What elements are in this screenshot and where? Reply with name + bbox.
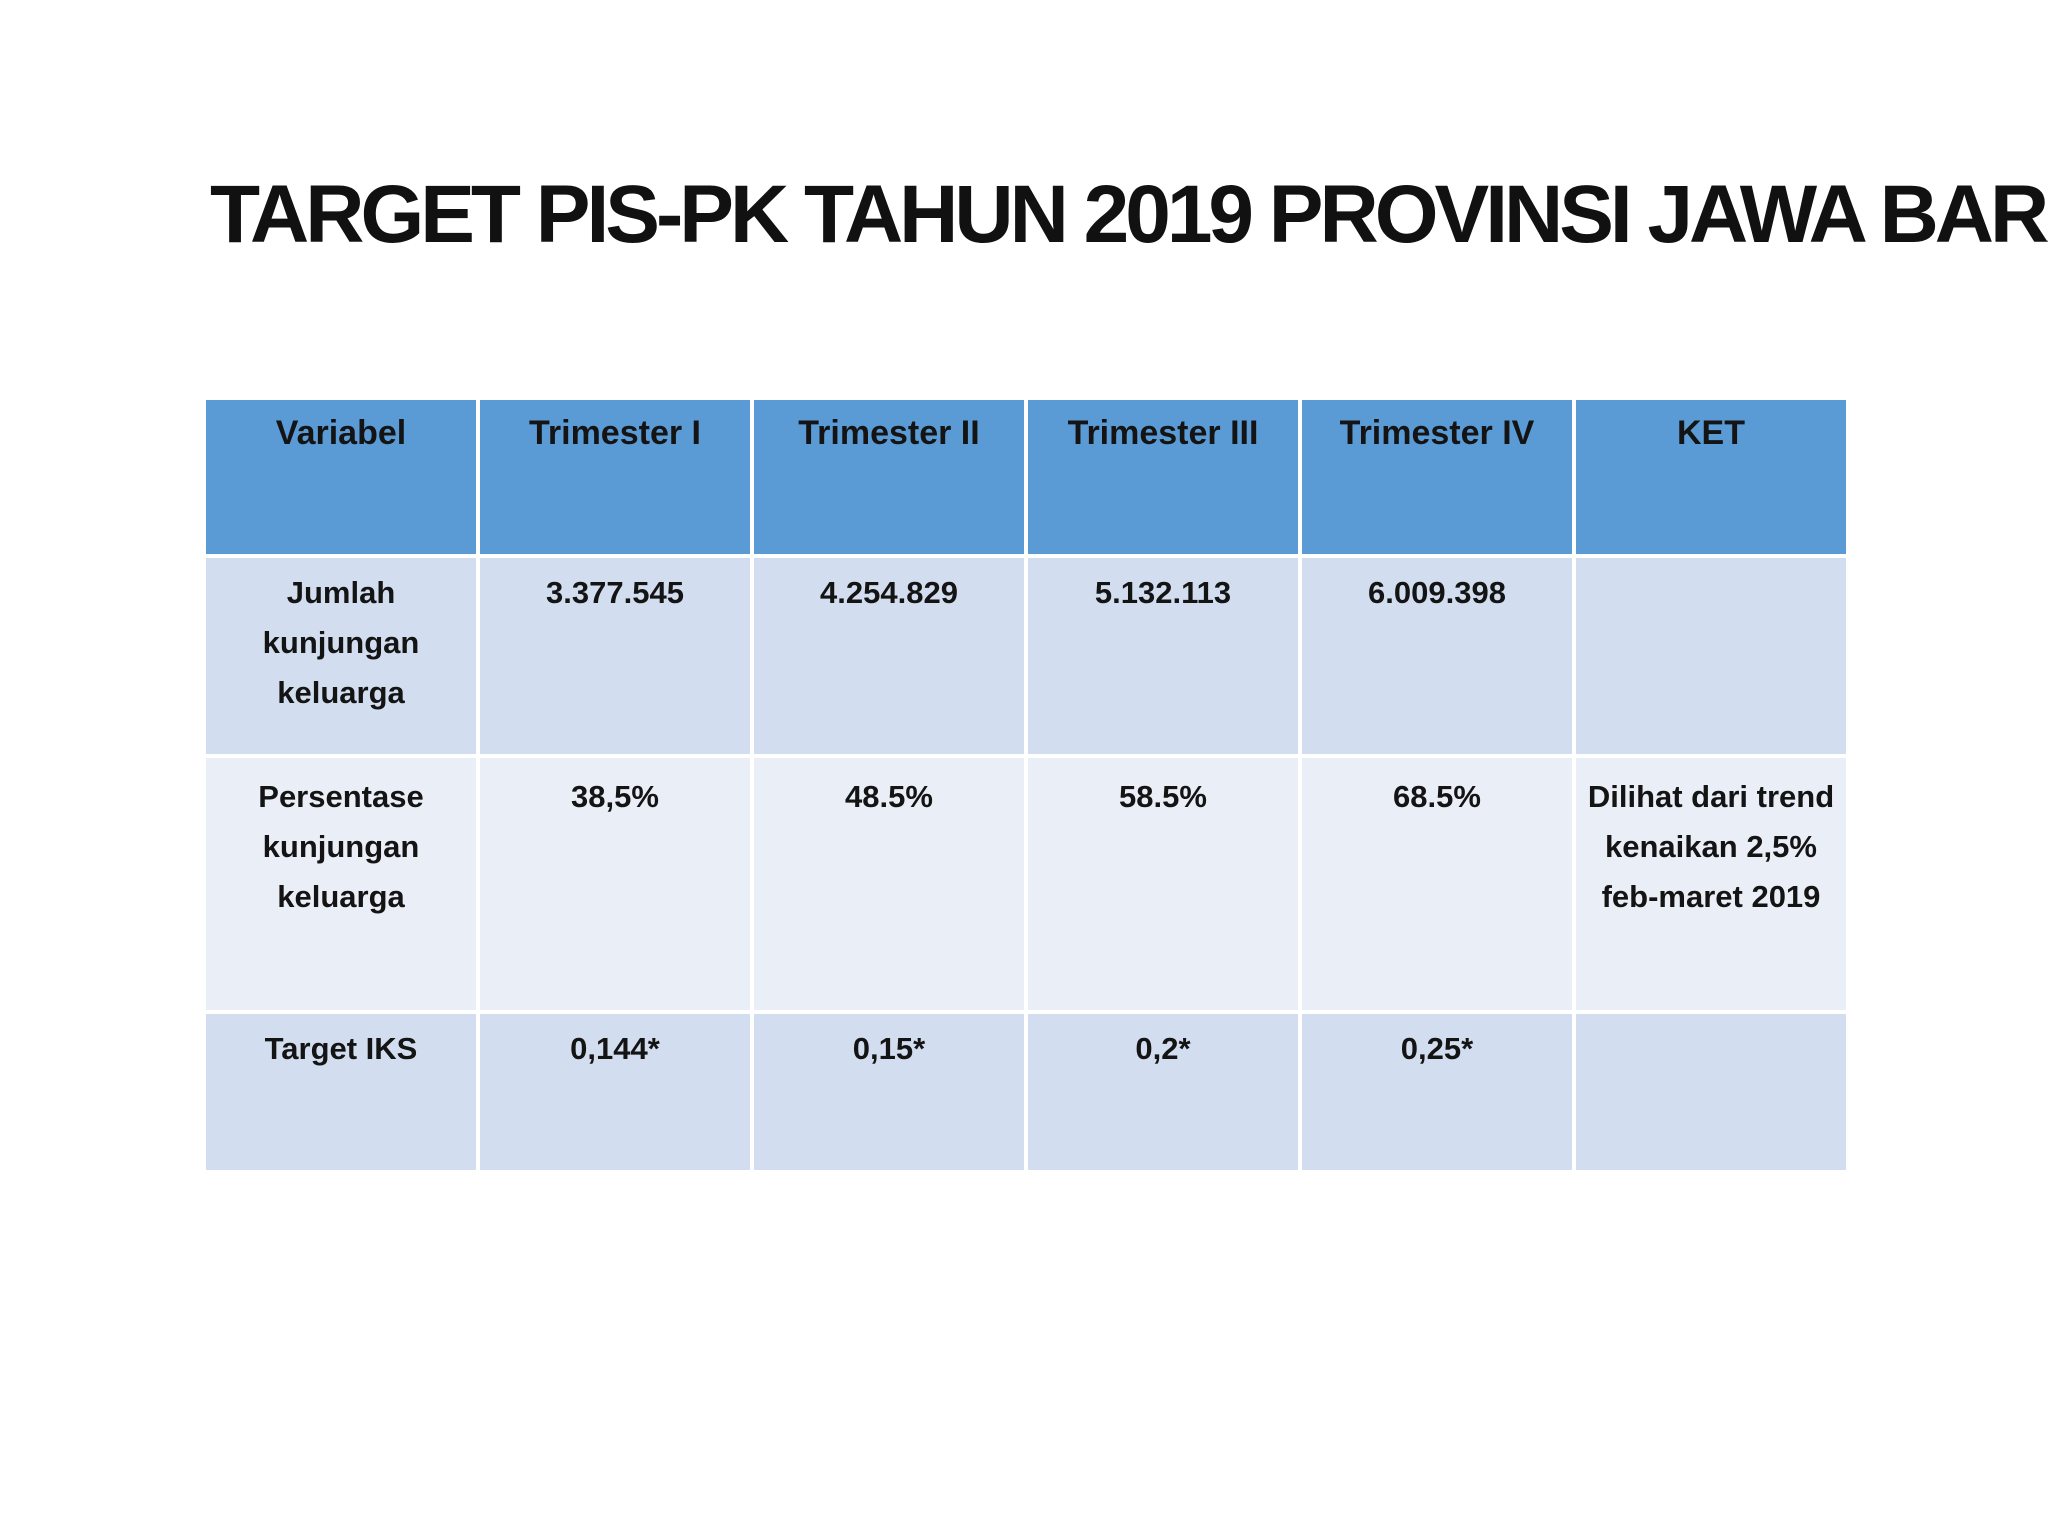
header-trimester-4: Trimester IV	[1302, 400, 1572, 554]
cell-ket: Dilihat dari trend kenaikan 2,5% feb-mar…	[1576, 758, 1846, 1010]
cell-trimester-2: 0,15*	[754, 1014, 1024, 1170]
target-table: Variabel Trimester I Trimester II Trimes…	[202, 396, 1850, 1174]
table-row: Target IKS 0,144* 0,15* 0,2* 0,25*	[206, 1014, 1846, 1170]
header-trimester-3: Trimester III	[1028, 400, 1298, 554]
target-table-container: Variabel Trimester I Trimester II Trimes…	[206, 400, 1846, 1170]
cell-variabel: Persentase kunjungan keluarga	[206, 758, 476, 1010]
cell-ket	[1576, 558, 1846, 754]
header-variabel: Variabel	[206, 400, 476, 554]
table-header-row: Variabel Trimester I Trimester II Trimes…	[206, 400, 1846, 554]
cell-trimester-1: 0,144*	[480, 1014, 750, 1170]
cell-trimester-1: 3.377.545	[480, 558, 750, 754]
cell-trimester-1: 38,5%	[480, 758, 750, 1010]
header-ket: KET	[1576, 400, 1846, 554]
header-trimester-2: Trimester II	[754, 400, 1024, 554]
cell-ket	[1576, 1014, 1846, 1170]
cell-trimester-3: 58.5%	[1028, 758, 1298, 1010]
slide-title: TARGET PIS-PK TAHUN 2019 PROVINSI JAWA B…	[210, 169, 2048, 260]
cell-trimester-2: 4.254.829	[754, 558, 1024, 754]
cell-trimester-2: 48.5%	[754, 758, 1024, 1010]
cell-trimester-4: 0,25*	[1302, 1014, 1572, 1170]
cell-trimester-3: 5.132.113	[1028, 558, 1298, 754]
cell-trimester-3: 0,2*	[1028, 1014, 1298, 1170]
cell-trimester-4: 68.5%	[1302, 758, 1572, 1010]
cell-variabel: Jumlah kunjungan keluarga	[206, 558, 476, 754]
header-trimester-1: Trimester I	[480, 400, 750, 554]
table-row: Jumlah kunjungan keluarga 3.377.545 4.25…	[206, 558, 1846, 754]
cell-variabel: Target IKS	[206, 1014, 476, 1170]
table-row: Persentase kunjungan keluarga 38,5% 48.5…	[206, 758, 1846, 1010]
cell-trimester-4: 6.009.398	[1302, 558, 1572, 754]
